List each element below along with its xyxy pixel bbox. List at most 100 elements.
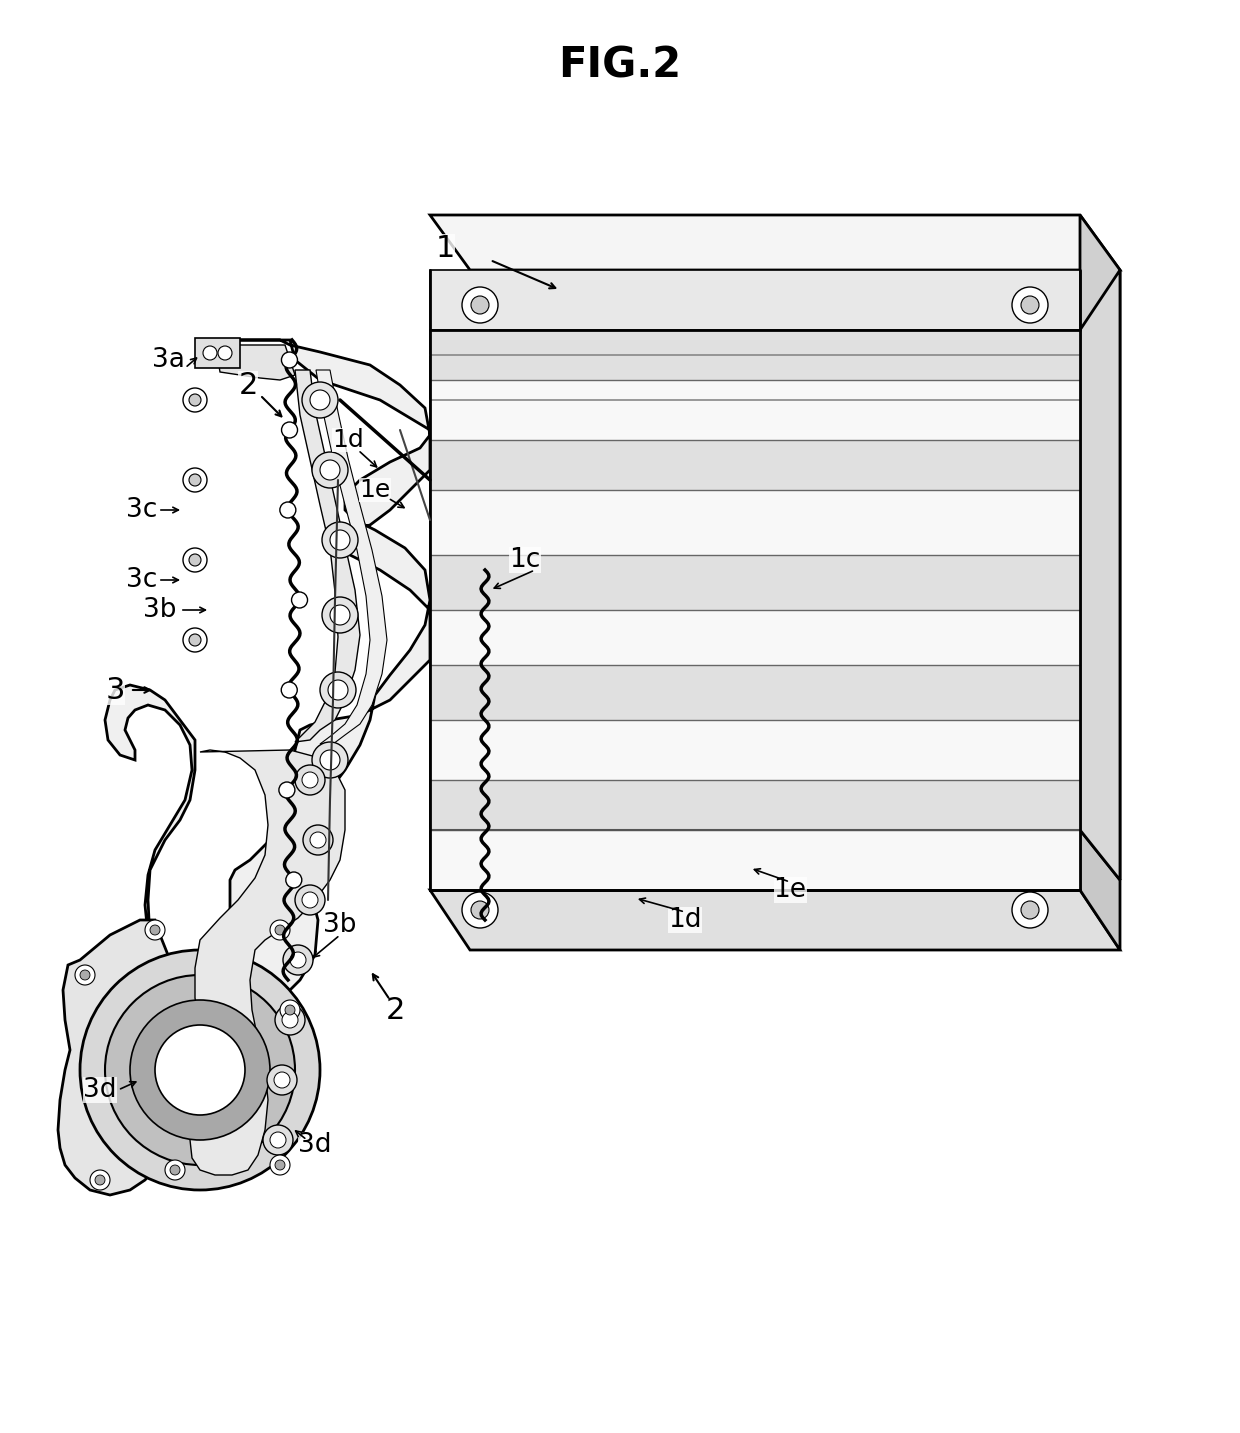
Polygon shape (430, 780, 1080, 830)
Circle shape (303, 772, 317, 788)
Circle shape (322, 522, 358, 557)
Circle shape (270, 920, 290, 940)
Circle shape (312, 451, 348, 489)
Circle shape (274, 1072, 290, 1088)
Polygon shape (430, 380, 1080, 440)
Polygon shape (1080, 215, 1120, 880)
Circle shape (295, 886, 325, 916)
Circle shape (150, 924, 160, 934)
Text: 3b: 3b (324, 911, 357, 939)
Circle shape (285, 873, 301, 888)
Circle shape (170, 1165, 180, 1175)
Text: 2: 2 (238, 371, 258, 400)
Circle shape (130, 1000, 270, 1141)
Text: 1e: 1e (774, 877, 806, 903)
Circle shape (320, 672, 356, 708)
Circle shape (320, 460, 340, 480)
Text: 1d: 1d (332, 428, 363, 451)
Circle shape (1021, 901, 1039, 919)
Polygon shape (1080, 269, 1120, 880)
Circle shape (188, 474, 201, 486)
Circle shape (280, 502, 296, 517)
Text: 3d: 3d (83, 1078, 117, 1103)
Polygon shape (1080, 830, 1120, 950)
Circle shape (270, 1132, 286, 1148)
Circle shape (74, 964, 95, 984)
Circle shape (329, 681, 348, 699)
Circle shape (145, 920, 165, 940)
Circle shape (463, 891, 498, 929)
Circle shape (203, 345, 217, 360)
Circle shape (95, 1175, 105, 1185)
Polygon shape (430, 490, 1080, 555)
Circle shape (290, 952, 306, 969)
Polygon shape (430, 665, 1080, 719)
Circle shape (285, 1005, 295, 1015)
Circle shape (281, 353, 298, 368)
Circle shape (322, 598, 358, 633)
Polygon shape (316, 370, 387, 744)
Circle shape (188, 394, 201, 406)
Text: 3a: 3a (151, 347, 185, 373)
Circle shape (281, 682, 298, 698)
Circle shape (218, 345, 232, 360)
Polygon shape (218, 345, 295, 380)
Text: 1d: 1d (668, 907, 702, 933)
Text: 3: 3 (105, 675, 125, 705)
Circle shape (320, 749, 340, 770)
Circle shape (283, 944, 312, 974)
Polygon shape (430, 330, 1080, 380)
Text: 2: 2 (386, 996, 404, 1025)
Circle shape (303, 891, 317, 909)
Text: 3d: 3d (299, 1132, 332, 1158)
Circle shape (1012, 891, 1048, 929)
Polygon shape (105, 340, 430, 1010)
Circle shape (81, 970, 91, 980)
Text: 1: 1 (435, 234, 455, 262)
Circle shape (184, 469, 207, 492)
Polygon shape (430, 330, 1080, 890)
Polygon shape (430, 890, 1120, 950)
Circle shape (155, 1025, 246, 1115)
Text: 1e: 1e (360, 479, 391, 502)
Polygon shape (430, 215, 1120, 269)
Circle shape (281, 1012, 298, 1027)
Circle shape (310, 390, 330, 410)
Circle shape (330, 530, 350, 550)
Circle shape (188, 555, 201, 566)
Circle shape (310, 833, 326, 848)
Circle shape (184, 388, 207, 413)
Circle shape (295, 765, 325, 795)
Text: FIG.2: FIG.2 (558, 44, 682, 86)
Circle shape (188, 633, 201, 646)
Polygon shape (430, 830, 1080, 890)
Text: 3c: 3c (126, 497, 157, 523)
Circle shape (291, 592, 308, 608)
Circle shape (281, 421, 298, 438)
Polygon shape (295, 370, 360, 742)
Circle shape (312, 742, 348, 778)
Circle shape (1021, 297, 1039, 314)
Circle shape (471, 901, 489, 919)
Circle shape (275, 924, 285, 934)
Polygon shape (195, 338, 241, 368)
Polygon shape (430, 555, 1080, 610)
Circle shape (275, 1159, 285, 1169)
Circle shape (165, 1159, 185, 1179)
Polygon shape (430, 440, 1080, 490)
Circle shape (270, 1155, 290, 1175)
Circle shape (263, 1125, 293, 1155)
Circle shape (105, 974, 295, 1165)
Circle shape (267, 1065, 298, 1095)
Text: 3c: 3c (126, 567, 157, 593)
Circle shape (303, 825, 334, 856)
Polygon shape (430, 610, 1080, 665)
Circle shape (303, 383, 339, 418)
Circle shape (91, 1169, 110, 1189)
Circle shape (184, 547, 207, 572)
Circle shape (471, 297, 489, 314)
Circle shape (280, 1000, 300, 1020)
Circle shape (463, 287, 498, 322)
Circle shape (330, 605, 350, 625)
Circle shape (184, 628, 207, 652)
